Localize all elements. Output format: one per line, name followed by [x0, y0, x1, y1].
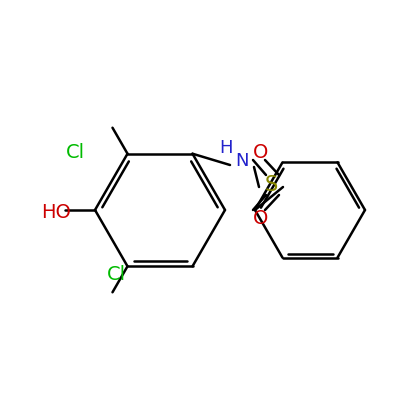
- Text: N: N: [235, 152, 249, 170]
- Text: HO: HO: [41, 204, 71, 222]
- Text: S: S: [264, 175, 278, 195]
- Text: O: O: [253, 142, 269, 162]
- Text: H: H: [219, 139, 233, 157]
- Text: Cl: Cl: [106, 266, 126, 284]
- Text: O: O: [253, 208, 269, 228]
- Text: Cl: Cl: [66, 142, 84, 162]
